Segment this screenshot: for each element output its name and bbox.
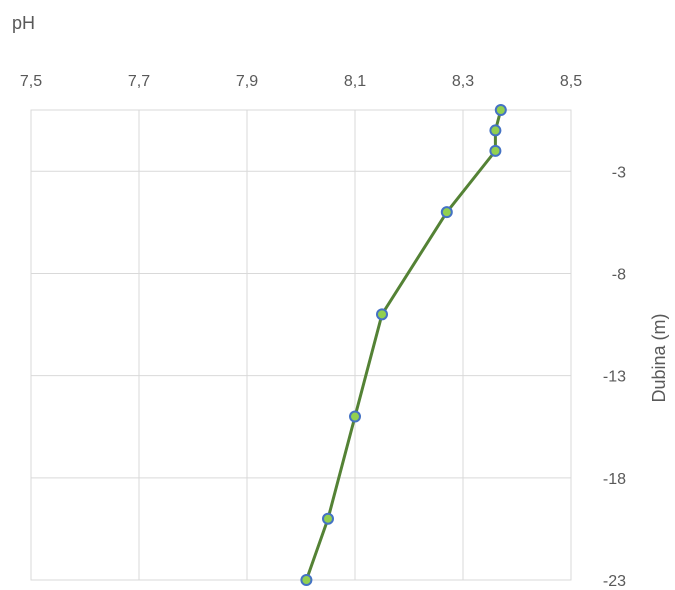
x-tick-label: 8,1 [344,73,366,90]
y-tick-label: -13 [603,369,626,386]
x-axis-title: pH [12,13,35,33]
y-axis-title: Dubina (m) [649,313,669,402]
x-tick-label: 7,9 [236,73,258,90]
plot-frame [30,109,572,581]
data-point [494,104,507,116]
data-point [376,308,388,321]
series-line [304,109,503,581]
data-point [300,574,313,586]
x-tick-label: 8,5 [560,73,582,90]
data-point [440,206,453,219]
y-tick-label: -8 [612,266,626,283]
grid-layer [30,109,572,581]
x-tick-labels: 7,5 7,7 7,9 8,1 8,3 8,5 [20,73,582,90]
data-point [322,512,334,525]
y-tick-label: -18 [603,471,626,488]
data-point [349,410,361,423]
data-point [489,144,502,157]
series-layer [300,104,507,586]
y-tick-label: -3 [612,164,626,181]
x-tick-label: 8,3 [452,73,474,90]
y-tick-label: -23 [603,573,626,590]
x-tick-label: 7,7 [128,73,150,90]
y-tick-labels: -3 -8 -13 -18 -23 [603,164,626,590]
data-point [489,124,502,137]
x-tick-label: 7,5 [20,73,42,90]
